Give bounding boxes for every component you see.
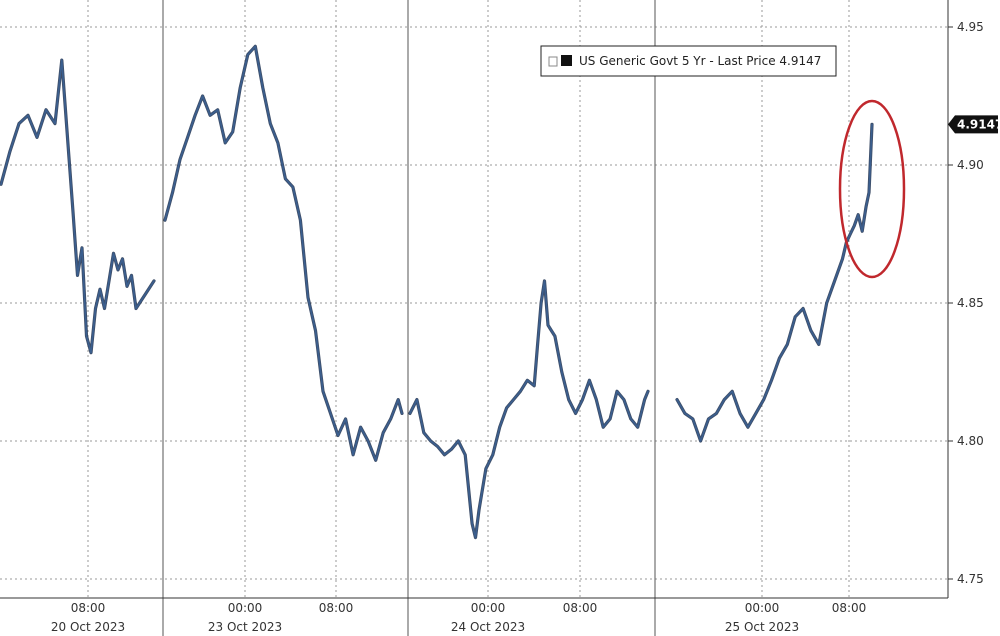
x-date-label: 23 Oct 2023: [208, 620, 282, 634]
y-tick-label: 4.90: [957, 158, 984, 172]
y-tick-label: 4.80: [957, 434, 984, 448]
x-date-label: 25 Oct 2023: [725, 620, 799, 634]
series-line: [164, 45, 403, 462]
last-price-label: 4.9147: [957, 117, 1000, 131]
x-time-label: 08:00: [319, 601, 354, 615]
highlight-layer: [838, 99, 906, 279]
y-tick-label: 4.75: [957, 572, 984, 586]
x-date-label: 24 Oct 2023: [451, 620, 525, 634]
last-price-badge: [948, 115, 998, 134]
series-line-shadow: [163, 44, 404, 462]
x-date-label: 20 Oct 2023: [51, 620, 125, 634]
series-line-shadow: [0, 58, 156, 355]
series-line-shadow: [675, 122, 874, 443]
highlight-ellipse: [838, 99, 906, 279]
legend-box: [540, 45, 837, 77]
grid-layer: [0, 0, 948, 636]
x-time-label: 08:00: [563, 601, 598, 615]
legend: US Generic Govt 5 Yr - Last Price 4.9147: [540, 45, 837, 77]
series-line: [0, 59, 155, 354]
y-tick-label: 4.95: [957, 20, 984, 34]
legend-swatch-outline: [548, 56, 558, 67]
x-time-label: 00:00: [745, 601, 780, 615]
x-time-label: 00:00: [228, 601, 263, 615]
x-time-label: 00:00: [471, 601, 506, 615]
y-tick-label: 4.85: [957, 296, 984, 310]
series-line: [676, 123, 873, 442]
series-line: [409, 280, 649, 539]
legend-swatch: [561, 55, 572, 66]
x-time-label: 08:00: [71, 601, 106, 615]
series-layer: [0, 44, 874, 540]
x-time-label: 08:00: [832, 601, 867, 615]
legend-series-label: US Generic Govt 5 Yr - Last Price 4.9147: [579, 54, 821, 68]
